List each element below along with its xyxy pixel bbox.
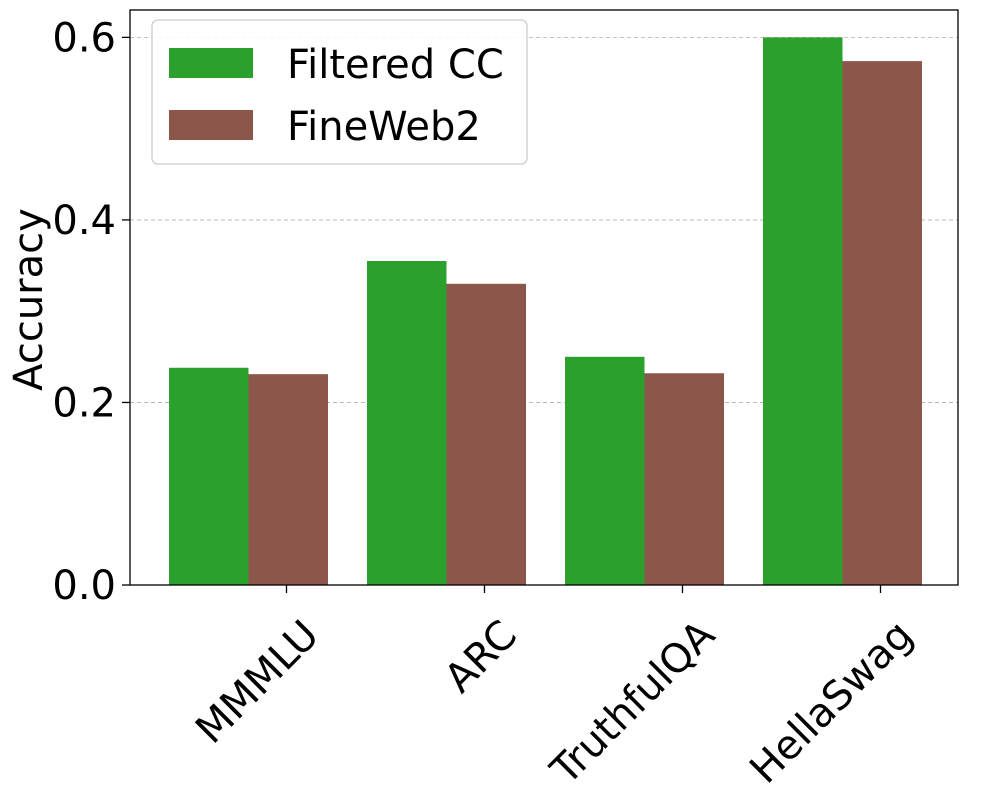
bar-fineweb2-arc (446, 283, 526, 585)
x-tick-label: ARC (436, 612, 526, 702)
y-axis: 0.0 0.2 0.4 0.6 (52, 15, 130, 609)
bar-filtered-cc-arc (367, 260, 447, 585)
x-tick-label: HellaSwag (741, 612, 922, 789)
legend-swatch (169, 110, 253, 140)
y-axis-label: Accuracy (6, 208, 52, 391)
bar-filtered-cc-mmmlu (169, 367, 249, 585)
bar-fineweb2-truthfulqa (644, 373, 724, 585)
legend-label: Filtered CC (287, 42, 504, 88)
bar-filtered-cc-hellaswag (763, 37, 843, 585)
y-tick-label: 0.4 (52, 198, 116, 244)
bar-fineweb2-mmmlu (248, 374, 328, 585)
legend: Filtered CC FineWeb2 (151, 19, 528, 165)
y-tick-label: 0.6 (52, 15, 116, 61)
y-tick-label: 0.0 (52, 563, 116, 609)
x-tick-label: TruthfulQA (542, 611, 725, 789)
bar-fineweb2-hellaswag (842, 61, 922, 586)
plot-frame (129, 9, 959, 586)
bars (169, 37, 922, 586)
legend-label: FineWeb2 (287, 104, 481, 150)
legend-swatch (169, 48, 253, 78)
y-tick-label: 0.2 (52, 380, 116, 426)
bar-filtered-cc-truthfulqa (565, 356, 645, 585)
x-axis: MMMLU ARC TruthfulQA HellaSwag (187, 585, 922, 793)
x-tick-label: MMMLU (187, 612, 328, 753)
